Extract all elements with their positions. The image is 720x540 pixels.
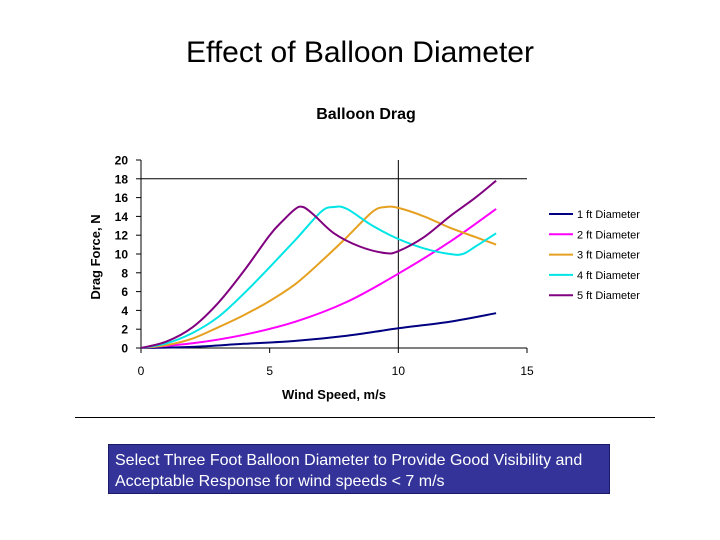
series-line-1ft <box>140 312 497 349</box>
y-tick-label: 8 <box>121 266 128 280</box>
series-line-5ft <box>140 179 497 349</box>
y-tick-label: 0 <box>121 342 128 356</box>
series-lines <box>140 179 497 349</box>
legend-label-2ft: 2 ft Diameter <box>577 229 640 241</box>
series-line-4ft <box>140 205 497 349</box>
y-tick-label: 18 <box>115 172 129 186</box>
reference-lines <box>141 160 527 348</box>
x-axis: 0 5 10 15 <box>138 348 534 378</box>
y-axis-label: Drag Force, N <box>88 214 103 299</box>
chart-title: Balloon Drag <box>316 106 416 123</box>
legend-label-4ft: 4 ft Diameter <box>577 270 640 282</box>
x-tick-label: 5 <box>266 364 273 378</box>
y-tick-label: 12 <box>115 229 129 243</box>
y-tick-label: 10 <box>115 248 129 262</box>
y-tick-label: 4 <box>121 304 128 318</box>
legend-label-5ft: 5 ft Diameter <box>577 290 640 302</box>
y-tick-label: 16 <box>115 191 129 205</box>
y-tick-label: 14 <box>115 210 129 224</box>
conclusion-callout: Select Three Foot Balloon Diameter to Pr… <box>108 444 610 494</box>
legend: 1 ft Diameter 2 ft Diameter 3 ft Diameter 4… <box>549 209 640 302</box>
x-tick-label: 10 <box>392 364 406 378</box>
plot-area <box>140 160 527 349</box>
legend-label-1ft: 1 ft Diameter <box>577 209 640 221</box>
x-axis-label: Wind Speed, m/s <box>282 387 386 402</box>
y-tick-label: 2 <box>121 323 128 337</box>
y-axis: 0 2 4 6 8 10 12 14 16 18 20 <box>115 154 141 356</box>
divider-line <box>75 417 655 418</box>
x-tick-label: 0 <box>138 364 145 378</box>
y-tick-label: 6 <box>121 285 128 299</box>
series-line-3ft <box>140 205 497 349</box>
balloon-drag-chart: Balloon Drag 0 2 4 6 8 10 12 14 16 18 20 0 5 10 15 Wi… <box>88 106 640 402</box>
legend-label-3ft: 3 ft Diameter <box>577 250 640 262</box>
x-tick-label: 15 <box>520 364 534 378</box>
series-line-2ft <box>140 208 497 349</box>
y-tick-label: 20 <box>115 154 129 168</box>
slide-title: Effect of Balloon Diameter <box>186 36 534 69</box>
